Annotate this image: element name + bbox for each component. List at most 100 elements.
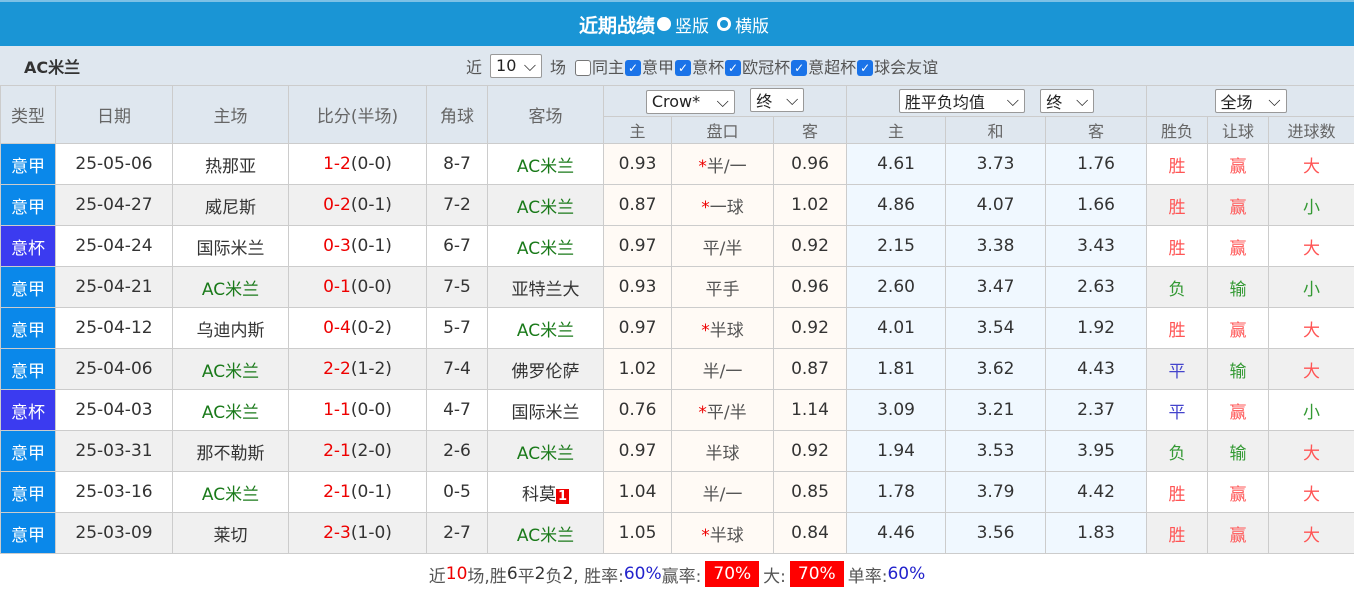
home-team[interactable]: 热那亚 <box>173 144 289 185</box>
table-row[interactable]: 意甲 25-05-06 热那亚 1-2(0-0) 8-7 AC米兰 0.93 *… <box>1 144 1354 185</box>
match-type[interactable]: 意甲 <box>1 513 56 554</box>
checkbox-5[interactable]: ✓ <box>857 60 873 76</box>
away-team[interactable]: 亚特兰大 <box>488 267 604 308</box>
half-score: (0-1) <box>351 482 392 502</box>
ox-select[interactable]: 胜平负均值⌵ <box>899 89 1025 113</box>
home-team[interactable]: AC米兰 <box>173 349 289 390</box>
match-type[interactable]: 意甲 <box>1 431 56 472</box>
handicap: 平手 <box>672 267 774 308</box>
match-date: 25-04-03 <box>56 390 173 431</box>
odd-rate: 60% <box>887 564 925 584</box>
match-type[interactable]: 意甲 <box>1 308 56 349</box>
home-team[interactable]: AC米兰 <box>173 390 289 431</box>
corners: 7-2 <box>427 185 488 226</box>
company-select[interactable]: Crow*⌵ <box>646 90 735 114</box>
score[interactable]: 1-1(0-0) <box>289 390 427 431</box>
ox-away: 3.43 <box>1046 226 1147 267</box>
home-team[interactable]: AC米兰 <box>173 267 289 308</box>
corners: 2-7 <box>427 513 488 554</box>
radio-vertical-label[interactable]: 竖版 <box>675 12 709 37</box>
score[interactable]: 0-4(0-2) <box>289 308 427 349</box>
match-date: 25-04-27 <box>56 185 173 226</box>
away-team[interactable]: AC米兰 <box>488 185 604 226</box>
checkbox-label[interactable]: 意甲 <box>642 58 674 77</box>
away-team[interactable]: AC米兰 <box>488 431 604 472</box>
table-row[interactable]: 意甲 25-04-06 AC米兰 2-2(1-2) 7-4 佛罗伦萨 1.02 … <box>1 349 1354 390</box>
score[interactable]: 2-3(1-0) <box>289 513 427 554</box>
home-team[interactable]: 莱切 <box>173 513 289 554</box>
radio-horizontal[interactable] <box>717 17 731 31</box>
count-select[interactable]: 10⌵ <box>490 54 542 78</box>
handicap-line: 平手 <box>706 280 740 300</box>
result: 胜 <box>1147 144 1208 185</box>
table-row[interactable]: 意甲 25-04-21 AC米兰 0-1(0-0) 7-5 亚特兰大 0.93 … <box>1 267 1354 308</box>
col-corner: 角球 <box>427 86 488 144</box>
score[interactable]: 2-1(2-0) <box>289 431 427 472</box>
table-row[interactable]: 意甲 25-04-12 乌迪内斯 0-4(0-2) 5-7 AC米兰 0.97 … <box>1 308 1354 349</box>
score[interactable]: 0-1(0-0) <box>289 267 427 308</box>
match-type[interactable]: 意甲 <box>1 185 56 226</box>
ox-stage-select[interactable]: 终⌵ <box>1040 89 1094 113</box>
odds-away: 0.92 <box>774 226 847 267</box>
odds-home: 0.87 <box>604 185 672 226</box>
home-team[interactable]: AC米兰 <box>173 472 289 513</box>
checkbox-label[interactable]: 球会友谊 <box>874 58 938 77</box>
match-date: 25-05-06 <box>56 144 173 185</box>
checkbox-label[interactable]: 同主 <box>592 58 624 77</box>
score[interactable]: 2-1(0-1) <box>289 472 427 513</box>
range-select[interactable]: 全场⌵ <box>1215 89 1287 113</box>
away-team[interactable]: AC米兰 <box>488 226 604 267</box>
checkbox-1[interactable]: ✓ <box>625 60 641 76</box>
ox-header: 胜平负均值⌵ 终⌵ <box>847 86 1147 117</box>
checkbox-4[interactable]: ✓ <box>791 60 807 76</box>
score[interactable]: 2-2(1-2) <box>289 349 427 390</box>
radio-vertical[interactable] <box>657 17 671 31</box>
table-row[interactable]: 意杯 25-04-03 AC米兰 1-1(0-0) 4-7 国际米兰 0.76 … <box>1 390 1354 431</box>
goals-result: 大 <box>1269 513 1354 554</box>
match-date: 25-03-16 <box>56 472 173 513</box>
home-team[interactable]: 乌迪内斯 <box>173 308 289 349</box>
half-score: (0-1) <box>351 195 392 215</box>
match-date: 25-04-12 <box>56 308 173 349</box>
radio-horizontal-label[interactable]: 横版 <box>735 12 769 37</box>
score[interactable]: 1-2(0-0) <box>289 144 427 185</box>
match-type[interactable]: 意甲 <box>1 349 56 390</box>
handicap-line: 半球 <box>710 526 744 546</box>
match-type[interactable]: 意甲 <box>1 144 56 185</box>
corners: 4-7 <box>427 390 488 431</box>
away-team[interactable]: 佛罗伦萨 <box>488 349 604 390</box>
full-score: 2-2 <box>323 359 351 379</box>
checkbox-label[interactable]: 欧冠杯 <box>742 58 790 77</box>
odds-home: 1.02 <box>604 349 672 390</box>
score[interactable]: 0-3(0-1) <box>289 226 427 267</box>
goals-result: 小 <box>1269 267 1354 308</box>
checkbox-0[interactable] <box>575 60 591 76</box>
result-header: 全场⌵ <box>1147 86 1354 117</box>
checkbox-label[interactable]: 意超杯 <box>808 58 856 77</box>
match-type[interactable]: 意甲 <box>1 267 56 308</box>
odds-stage-select[interactable]: 终⌵ <box>750 88 804 112</box>
score[interactable]: 0-2(0-1) <box>289 185 427 226</box>
home-team[interactable]: 国际米兰 <box>173 226 289 267</box>
home-team[interactable]: 威尼斯 <box>173 185 289 226</box>
home-team[interactable]: 那不勒斯 <box>173 431 289 472</box>
table-row[interactable]: 意杯 25-04-24 国际米兰 0-3(0-1) 6-7 AC米兰 0.97 … <box>1 226 1354 267</box>
away-team[interactable]: AC米兰 <box>488 144 604 185</box>
table-row[interactable]: 意甲 25-03-09 莱切 2-3(1-0) 2-7 AC米兰 1.05 *半… <box>1 513 1354 554</box>
away-team[interactable]: 国际米兰 <box>488 390 604 431</box>
checkbox-label[interactable]: 意杯 <box>692 58 724 77</box>
match-type[interactable]: 意杯 <box>1 390 56 431</box>
chevron-down-icon: ⌵ <box>524 56 536 76</box>
match-type[interactable]: 意甲 <box>1 472 56 513</box>
checkbox-3[interactable]: ✓ <box>725 60 741 76</box>
match-type[interactable]: 意杯 <box>1 226 56 267</box>
ox-away: 3.95 <box>1046 431 1147 472</box>
away-team[interactable]: AC米兰 <box>488 308 604 349</box>
table-row[interactable]: 意甲 25-03-31 那不勒斯 2-1(2-0) 2-6 AC米兰 0.97 … <box>1 431 1354 472</box>
away-team[interactable]: AC米兰 <box>488 513 604 554</box>
half-score: (0-1) <box>351 236 392 256</box>
checkbox-2[interactable]: ✓ <box>675 60 691 76</box>
table-row[interactable]: 意甲 25-04-27 威尼斯 0-2(0-1) 7-2 AC米兰 0.87 *… <box>1 185 1354 226</box>
